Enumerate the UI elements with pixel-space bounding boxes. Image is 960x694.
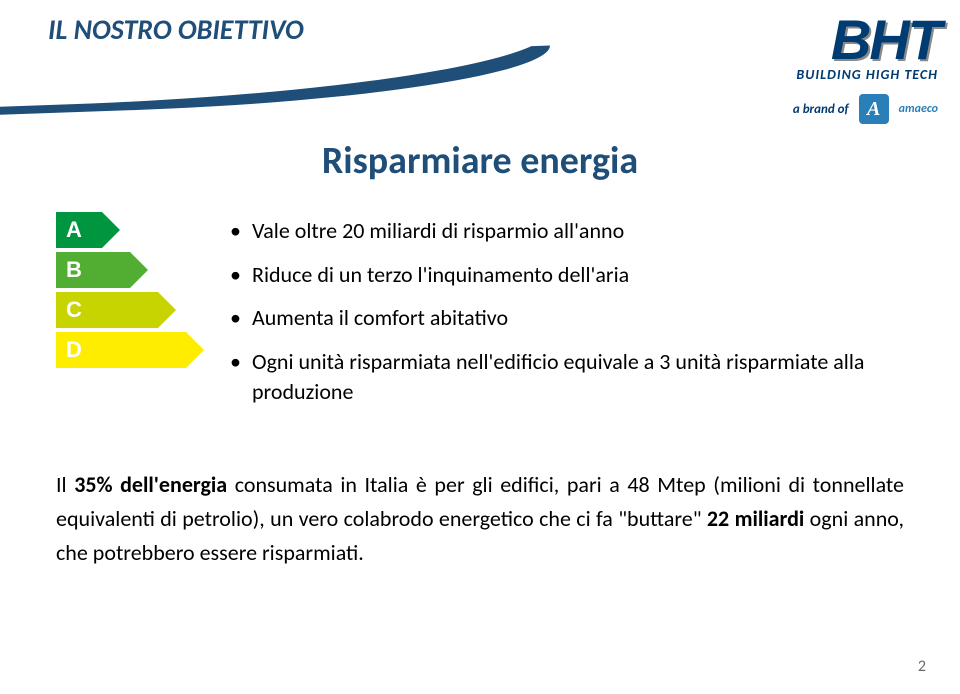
brand-of-row: a brand of amaeco [793, 94, 938, 124]
para-pre: Il [56, 471, 74, 498]
page-header-title: IL NOSTRO OBIETTIVO [48, 12, 304, 47]
amaeco-icon [859, 94, 889, 124]
page-number: 2 [918, 657, 926, 676]
bullet-item: Vale oltre 20 miliardi di risparmio all'… [230, 216, 870, 246]
energy-arrow-label: C [56, 292, 158, 328]
logo-block: BHT BUILDING HIGH TECH a brand of amaeco [560, 0, 960, 120]
logo-subtitle: BUILDING HIGH TECH [796, 66, 938, 83]
amaeco-text: amaeco [899, 102, 938, 116]
energy-arrow-label: A [56, 212, 102, 248]
energy-arrow-label: D [56, 332, 186, 368]
energy-arrow-label: B [56, 252, 130, 288]
bullet-item: Aumenta il comfort abitativo [230, 303, 870, 333]
body-paragraph: Il 35% dell'energia consumata in Italia … [56, 468, 904, 570]
arrow-tip-icon [158, 292, 176, 328]
main-title: Risparmiare energia [0, 138, 960, 184]
arrow-tip-icon [102, 212, 120, 248]
logo-brand-text: BHT [831, 7, 940, 72]
energy-arrow-c: C [56, 292, 206, 328]
energy-arrow-a: A [56, 212, 206, 248]
header-bar: IL NOSTRO OBIETTIVO [0, 0, 340, 58]
brand-of-label: a brand of [793, 102, 849, 117]
para-bold1: 35% dell'energia [74, 471, 227, 498]
energy-arrow-d: D [56, 332, 206, 368]
arrow-tip-icon [186, 332, 204, 368]
bullet-item: Riduce di un terzo l'inquinamento dell'a… [230, 260, 870, 290]
arrow-tip-icon [130, 252, 148, 288]
para-bold2: 22 miliardi [707, 505, 804, 532]
content-row: ABCD Vale oltre 20 miliardi di risparmio… [56, 212, 870, 420]
bullet-list: Vale oltre 20 miliardi di risparmio all'… [230, 212, 870, 420]
bullet-item: Ogni unità risparmiata nell'edificio equ… [230, 347, 870, 406]
energy-label-chart: ABCD [56, 212, 206, 368]
energy-arrow-b: B [56, 252, 206, 288]
